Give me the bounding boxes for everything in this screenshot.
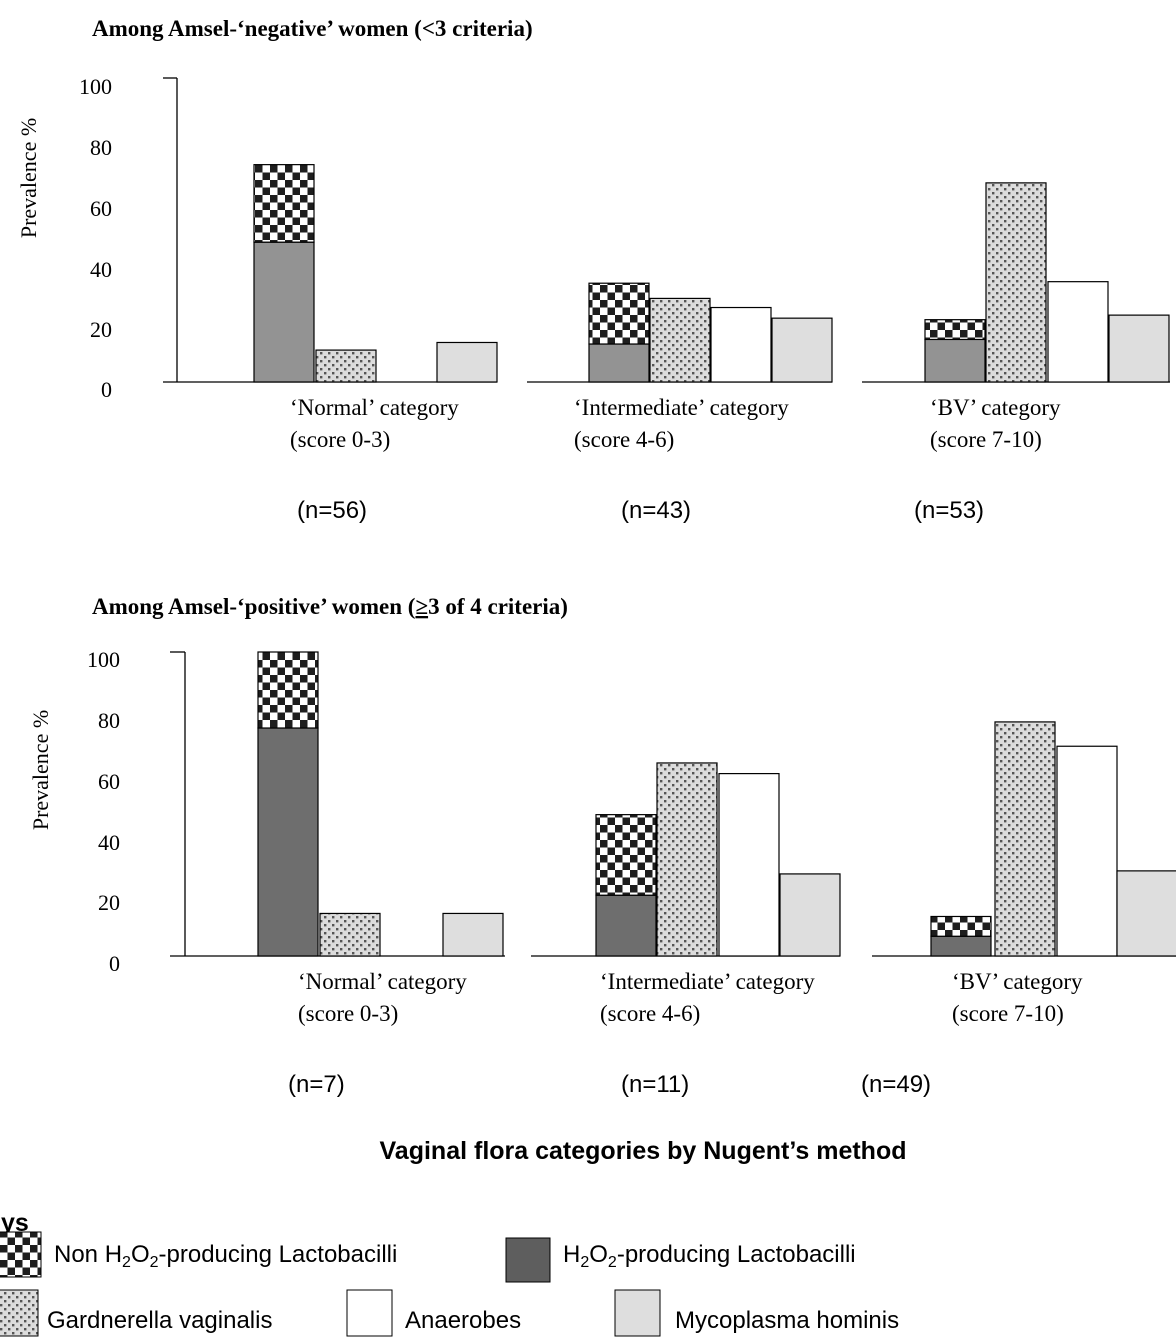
bar-anaerobes [718,772,780,957]
legend-label-h2o2: H2O2-producing Lactobacilli [563,1241,856,1271]
y-tick-label: 60 [90,196,112,221]
y-tick-label: 100 [79,74,112,99]
panel-positive: Among Amsel-‘positive’ women (≥3 of 4 cr… [28,594,1176,1098]
bar-mycoplasma [436,341,498,383]
y-tick-label: 80 [98,708,120,733]
legend-item-gardnerella: Gardnerella vaginalis [0,1289,272,1337]
bar-non-h2o2-lactobacilli [924,319,986,341]
y-tick-label: 100 [87,647,120,672]
n-label: (n=11) [621,1071,689,1098]
bar-gardnerella [656,762,718,957]
y-tick-label: 40 [90,257,112,282]
panel1-category-labels: ‘Normal’ category (score 0-3) ‘Intermedi… [290,395,1061,452]
bar-non-h2o2-lactobacilli [253,164,315,243]
panel2-title-suffix: 3 of 4 criteria) [428,594,568,619]
bar-mycoplasma [442,912,504,957]
legend: Keys Non H2O2-producing Lactobacilli H2O… [0,1209,899,1337]
category-sublabel: (score 7-10) [930,427,1042,452]
category-sublabel: (score 7-10) [952,1001,1064,1026]
bar-h2o2-lactobacilli [924,338,986,383]
panel1-title: Among Amsel-‘negative’ women (<3 criteri… [92,16,533,41]
bar-anaerobes [1056,745,1118,957]
panel2-title-prefix: Among Amsel-‘positive’ women ( [92,594,415,619]
category-label: ‘BV’ category [952,969,1083,994]
bar-h2o2-lactobacilli [595,894,657,957]
bar-anaerobes [1047,281,1109,383]
y-tick-label: 20 [98,890,120,915]
bar-gardnerella [315,349,377,383]
legend-swatch-h2o2 [505,1237,551,1283]
y-tick-label: 0 [109,951,120,976]
bar-mycoplasma [1108,314,1170,383]
bar-gardnerella [985,182,1047,383]
legend-swatch-mycoplasma [614,1289,661,1337]
y-tick-label: 80 [90,135,112,160]
bar-gardnerella [649,297,711,383]
legend-item-h2o2: H2O2-producing Lactobacilli [505,1237,856,1283]
legend-item-non-h2o2: Non H2O2-producing Lactobacilli [0,1231,397,1278]
panel1-bars [253,164,1170,383]
bar-non-h2o2-lactobacilli [930,915,992,937]
y-tick-label: 40 [98,830,120,855]
legend-label-anaerobes: Anaerobes [405,1307,521,1334]
bar-h2o2-lactobacilli [930,935,992,957]
bar-h2o2-lactobacilli [257,727,319,957]
y-tick-label: 0 [101,377,112,402]
panel2-category-labels: ‘Normal’ category (score 0-3) ‘Intermedi… [298,969,1083,1026]
panel2-n-labels: (n=7) (n=11) (n=49) [288,1071,931,1098]
y-tick-label: 20 [90,317,112,342]
bar-gardnerella [994,721,1056,957]
legend-label-non-h2o2: Non H2O2-producing Lactobacilli [54,1241,397,1271]
n-label: (n=49) [861,1071,931,1098]
category-label: ‘BV’ category [930,395,1061,420]
n-label: (n=53) [914,497,984,524]
category-sublabel: (score 0-3) [298,1001,398,1026]
legend-item-anaerobes: Anaerobes [346,1289,521,1337]
category-label: ‘Intermediate’ category [600,969,815,994]
bar-non-h2o2-lactobacilli [257,651,319,729]
bar-non-h2o2-lactobacilli [595,814,657,896]
legend-label-mycoplasma: Mycoplasma hominis [675,1307,899,1334]
category-sublabel: (score 0-3) [290,427,390,452]
panel2-title: Among Amsel-‘positive’ women (≥3 of 4 cr… [92,594,568,619]
bar-h2o2-lactobacilli [253,241,315,383]
n-label: (n=7) [288,1071,345,1098]
y-tick-label: 60 [98,769,120,794]
category-label: ‘Normal’ category [298,969,467,994]
bar-h2o2-lactobacilli [588,343,650,383]
category-label: ‘Intermediate’ category [574,395,789,420]
category-sublabel: (score 4-6) [600,1001,700,1026]
legend-swatch-non-h2o2 [0,1231,42,1278]
panel2-title-symbol: ≥ [415,594,428,619]
legend-label-gardnerella: Gardnerella vaginalis [47,1307,272,1334]
legend-swatch-gardnerella [0,1289,39,1337]
bar-anaerobes [710,306,772,383]
panel1-n-labels: (n=56) (n=43) (n=53) [297,497,984,524]
n-label: (n=56) [297,497,367,524]
x-axis-label: Vaginal flora categories by Nugent’s met… [380,1137,907,1165]
bar-mycoplasma [771,317,833,383]
panel2-y-ticks: 0 20 40 60 80 100 [87,647,120,976]
bar-mycoplasma [1116,870,1176,957]
bar-gardnerella [319,912,381,957]
bar-non-h2o2-lactobacilli [588,282,650,345]
panel2-y-axis-label: Prevalence % [28,710,53,830]
category-sublabel: (score 4-6) [574,427,674,452]
bar-mycoplasma [779,873,841,957]
legend-swatch-anaerobes [346,1289,393,1337]
panel1-y-axis-label: Prevalence % [16,118,41,238]
panel-negative: Among Amsel-‘negative’ women (<3 criteri… [16,16,1170,524]
n-label: (n=43) [621,497,691,524]
category-label: ‘Normal’ category [290,395,459,420]
legend-item-mycoplasma: Mycoplasma hominis [614,1289,899,1337]
panel2-bars [257,651,1176,957]
panel1-y-ticks: 0 20 40 60 80 100 [79,74,112,402]
